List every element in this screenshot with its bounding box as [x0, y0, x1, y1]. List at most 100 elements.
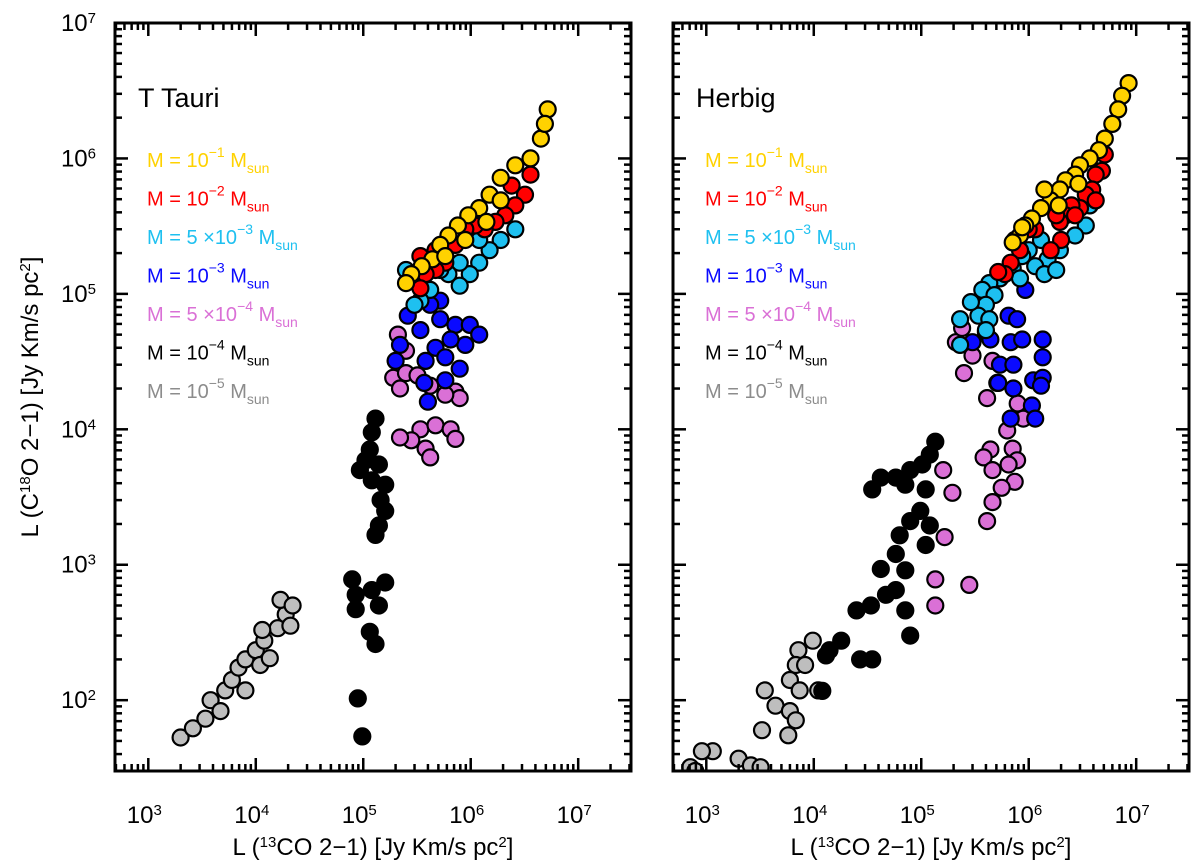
text-run: CO 2−1) [Jy Km/s pc: [276, 834, 498, 861]
legend-unit: M: [783, 343, 805, 365]
text-run: 10: [234, 802, 261, 829]
data-point: [390, 379, 410, 398]
data-point: [353, 727, 372, 746]
data-point: [786, 711, 805, 730]
data-point: [863, 480, 882, 499]
legend-subscript: sun: [805, 276, 828, 292]
data-point: [974, 448, 993, 467]
data-point: [456, 335, 475, 354]
data-point: [421, 448, 440, 467]
legend-entry: M = 10−2 Msun: [147, 183, 269, 215]
data-point: [983, 493, 1002, 512]
legend-subscript: sun: [805, 391, 828, 407]
data-point: [366, 634, 385, 654]
data-point: [789, 641, 808, 660]
x-tick-label: 106: [449, 802, 484, 830]
data-point: [362, 423, 381, 442]
data-point: [253, 620, 272, 640]
data-point: [236, 681, 255, 700]
data-point: [916, 480, 935, 499]
data-point: [961, 293, 981, 312]
data-point: [470, 325, 489, 344]
data-point: [506, 156, 525, 175]
legend-exponent: −3: [209, 260, 225, 276]
legend-subscript: sun: [805, 199, 828, 215]
data-point: [816, 646, 836, 665]
data-point: [436, 348, 455, 367]
text-run: CO 2−1) [Jy Km/s pc: [834, 834, 1056, 861]
data-point: [376, 573, 395, 592]
legend-entry: M = 10−1 Msun: [147, 144, 269, 176]
text-run: ]: [1065, 834, 1072, 861]
data-point: [390, 428, 410, 447]
legend-subscript: sun: [275, 314, 298, 330]
data-point: [989, 262, 1008, 282]
legend-unit: M: [783, 150, 805, 172]
legend-exponent: −3: [795, 221, 811, 237]
data-point: [920, 516, 939, 535]
x-tick-label: 105: [900, 802, 935, 830]
y-tick-label: 107: [61, 10, 96, 38]
legend-subscript: sun: [833, 237, 856, 253]
text-run: ]: [507, 834, 514, 861]
x-tick-label: 103: [685, 802, 720, 830]
series-m-10-4-m-sun: [343, 409, 395, 746]
x-axis-label: L (13CO 2−1) [Jy Km/s pc2]: [233, 834, 514, 862]
text-run: 10: [449, 802, 476, 829]
data-point: [926, 570, 945, 589]
legend-entry: M = 10−3 Msun: [147, 260, 269, 292]
data-point: [396, 274, 416, 293]
text-run: 10: [792, 802, 819, 829]
data-point: [813, 681, 832, 701]
legend-entry: M = 10−4 Msun: [705, 337, 827, 369]
superscript: 3: [88, 551, 96, 568]
legend-exponent: −3: [767, 260, 783, 276]
data-point: [506, 220, 525, 239]
legend-exponent: −2: [767, 183, 783, 199]
y-tick-label: 104: [61, 416, 96, 444]
x-tick-label: 107: [1115, 802, 1150, 830]
data-point: [346, 600, 365, 619]
data-point: [450, 276, 469, 295]
series-m-10-1-m-sun: [396, 100, 557, 293]
data-point: [376, 475, 395, 494]
data-point: [538, 100, 557, 119]
data-point: [976, 321, 996, 340]
data-point: [491, 168, 510, 187]
legend-unit: M: [783, 266, 805, 288]
data-point: [692, 742, 712, 761]
legend-unit: M: [253, 304, 275, 326]
legend-unit: M: [225, 150, 247, 172]
legend-entry: M = 10−4 Msun: [147, 337, 269, 369]
superscript: 4: [261, 802, 269, 819]
legend-entry: M = 5 ×10−4 Msun: [147, 298, 298, 330]
x-tick-label: 107: [557, 802, 592, 830]
data-point: [1033, 348, 1052, 367]
data-point: [901, 511, 920, 531]
x-axis-label: L (13CO 2−1) [Jy Km/s pc2]: [791, 834, 1072, 862]
legend-unit: M: [225, 189, 247, 211]
data-point: [950, 335, 970, 354]
data-point: [954, 364, 974, 383]
data-point: [977, 389, 997, 408]
data-point: [450, 359, 469, 378]
superscript: 3: [153, 802, 161, 819]
data-point: [1035, 180, 1054, 199]
superscript: 2: [498, 834, 506, 851]
series-m-10-5-m-sun: [171, 590, 302, 747]
series-m-10-4-m-sun: [813, 432, 945, 701]
data-point: [460, 265, 479, 284]
data-point: [983, 461, 1002, 480]
legend-base: M = 10: [147, 343, 209, 365]
legend-unit: M: [811, 227, 833, 249]
text-run: 10: [557, 802, 584, 829]
superscript: 13: [818, 834, 835, 851]
legend-exponent: −1: [767, 144, 783, 160]
superscript: 2: [17, 263, 34, 271]
data-point: [470, 253, 489, 272]
legend-base: M = 10: [705, 150, 767, 172]
data-point: [1013, 218, 1032, 237]
data-point: [1007, 310, 1027, 329]
legend-exponent: −5: [209, 375, 225, 391]
